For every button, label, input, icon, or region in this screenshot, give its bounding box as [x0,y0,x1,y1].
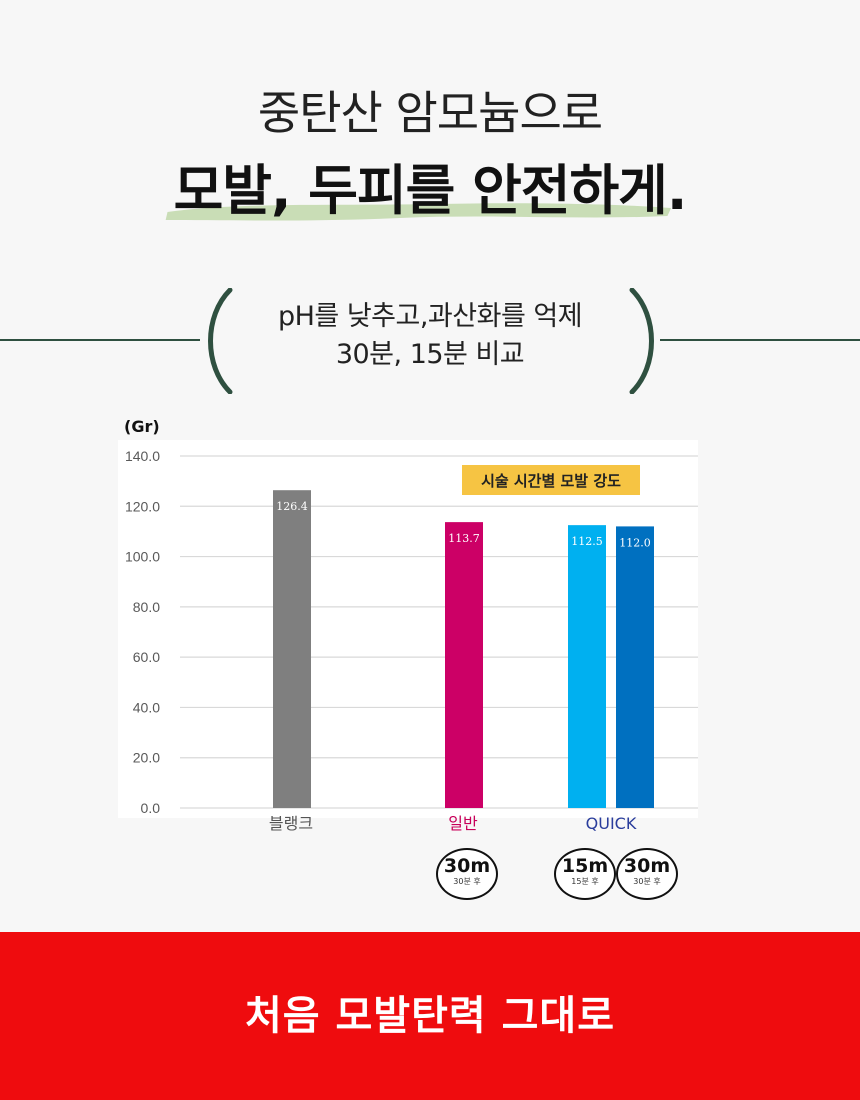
right-parenthesis [629,288,654,394]
brush-underline [165,203,671,221]
subtitle-section: pH를 낮추고,과산화를 억제 30분, 15분 비교 [0,288,860,394]
y-tick-label: 40.0 [133,699,160,715]
badge-time: 30m [623,855,671,877]
right-divider-line [660,339,860,341]
bar [568,525,606,808]
headline-line2-wrap: 모발, 두피를 안전하게. [165,156,688,226]
badge-time: 30m [443,855,491,877]
subtitle-line1: pH를 낮추고,과산화를 억제 [277,301,583,332]
y-tick-label: 140.0 [125,448,160,464]
bar-value-label: 112.0 [619,536,651,549]
footer-text: 처음 모발탄력 그대로 [244,993,616,1039]
x-category-label: 일반 [448,814,478,833]
bar-value-label: 113.7 [448,532,480,545]
bar [445,522,483,808]
footer-banner: 처음 모발탄력 그대로 [0,932,860,1100]
y-tick-label: 0.0 [141,800,161,816]
badge-caption: 30분 후 [633,877,661,886]
badge-caption: 30분 후 [453,877,481,886]
badge-regular-30m: 30m 30분 후 [436,848,498,900]
bar [273,490,311,808]
bar-value-label: 112.5 [571,535,603,548]
y-tick-label: 100.0 [125,549,160,565]
plot-background [118,440,698,818]
left-parenthesis [208,288,233,394]
badge-quick-15m: 15m 15분 후 [554,848,616,900]
badge-quick-30m: 30m 30분 후 [616,848,678,900]
bar [616,526,654,808]
bar-value-label: 126.4 [276,500,308,513]
legend-box [462,465,640,495]
badge-caption: 15분 후 [571,877,599,886]
y-tick-label: 120.0 [125,498,160,514]
x-category-label: 블랭크 [269,814,313,833]
badge-time: 15m [561,855,609,877]
headline: 중탄산 암모늄으로 모발, 두피를 안전하게. [0,78,860,226]
y-axis-unit-label: (Gr) [124,417,160,436]
hair-strength-chart: 0.0 20.0 40.0 60.0 80.0 100.0 120.0 140.0 (Gr) 12… [100,410,700,910]
legend-label: 시술 시간별 모발 강도 [481,472,621,490]
headline-line1: 중탄산 암모늄으로 [257,86,603,140]
y-tick-label: 60.0 [133,649,160,665]
y-tick-label: 80.0 [133,599,160,615]
headline-line2: 모발, 두피를 안전하게. [173,159,688,222]
left-divider-line [0,339,200,341]
subtitle-line2: 30분, 15분 비교 [335,339,525,370]
y-tick-label: 20.0 [133,750,160,766]
chart-svg: 0.0 20.0 40.0 60.0 80.0 100.0 120.0 140.0 (Gr) 12… [118,417,698,833]
subtitle: pH를 낮추고,과산화를 억제 30분, 15분 비교 [240,298,620,374]
x-category-label: QUICK [586,814,637,833]
